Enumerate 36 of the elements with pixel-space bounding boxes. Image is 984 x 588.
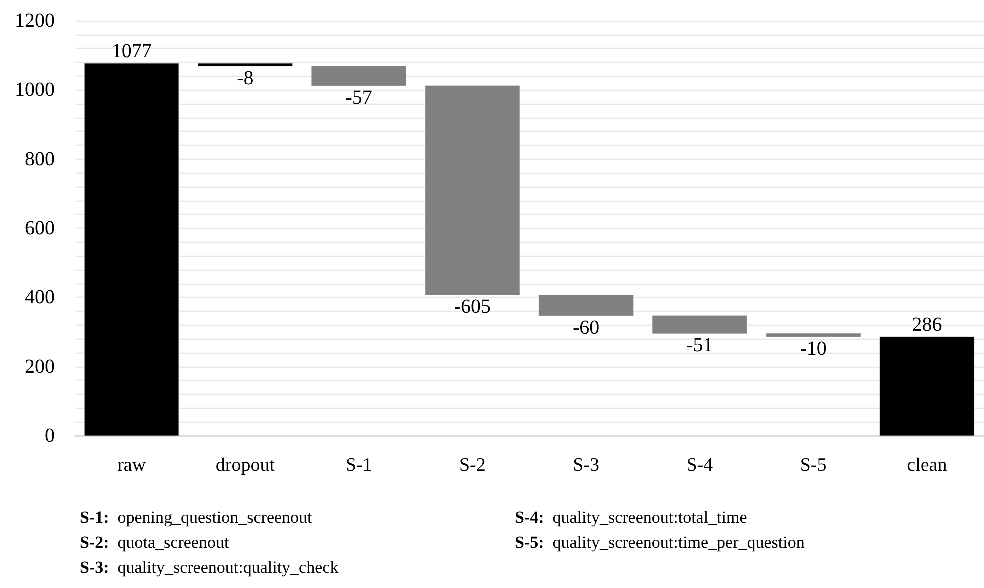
x-tick-label: S-1 <box>346 455 372 476</box>
data-label: 1077 <box>112 40 152 63</box>
x-tick-label: S-2 <box>459 455 486 476</box>
y-tick-label: 1000 <box>15 79 55 102</box>
text: S-1: opening_question_screenout <box>80 508 313 527</box>
text: S-3: quality_screenout:quality_check <box>80 558 340 577</box>
data-label: -51 <box>686 334 714 357</box>
data-label: -605 <box>454 296 492 318</box>
bar <box>425 86 520 296</box>
text: S-5: quality_screenout:time_per_question <box>515 533 806 552</box>
x-tick-label: S-4 <box>686 455 714 476</box>
y-tick-label: 0 <box>45 425 55 447</box>
x-tick-label: S-5 <box>800 455 827 476</box>
data-label: -60 <box>572 316 600 339</box>
y-tick-label: 600 <box>25 218 55 240</box>
text: S-4: quality_screenout:total_time <box>515 508 748 527</box>
y-tick-label: 1200 <box>15 10 55 32</box>
data-label: -8 <box>237 67 254 90</box>
x-tick-label: clean <box>907 455 948 476</box>
bar <box>538 294 634 316</box>
bar <box>198 63 293 67</box>
x-tick-label: dropout <box>216 455 276 476</box>
x-tick-label: S-3 <box>573 455 600 476</box>
bar <box>766 333 861 338</box>
data-label: -57 <box>346 87 372 110</box>
bar <box>880 336 975 436</box>
bar <box>312 66 406 86</box>
text: S-2: quota_screenout <box>80 533 230 552</box>
y-tick-label: 200 <box>25 356 55 378</box>
data-label: 286 <box>912 314 942 336</box>
x-tick-label: raw <box>118 455 146 476</box>
y-tick-label: 800 <box>25 148 55 170</box>
bar <box>652 316 748 334</box>
data-label: -10 <box>800 338 827 360</box>
bar <box>84 63 180 436</box>
y-tick-label: 400 <box>25 286 55 309</box>
